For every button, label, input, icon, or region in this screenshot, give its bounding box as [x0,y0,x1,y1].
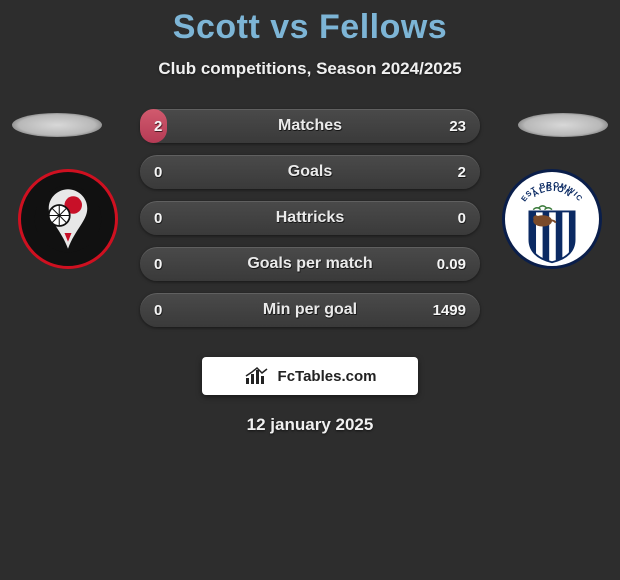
brand-card[interactable]: FcTables.com [202,357,418,395]
stat-right-value: 2 [458,164,466,181]
stat-right-value: 0.09 [437,256,466,273]
stat-right-value: 1499 [433,302,466,319]
page-title: Scott vs Fellows [0,0,620,47]
date: 12 january 2025 [0,415,620,435]
stat-label: Matches [140,117,480,135]
stat-right-value: 0 [458,210,466,227]
stat-row-goals-per-match: 0 Goals per match 0.09 [140,247,480,281]
bournemouth-crest-icon [33,184,103,254]
club-logo-right: EST BROMWIC ALBION [502,169,602,269]
stat-label: Hattricks [140,209,480,227]
player1-name: Scott [173,8,261,46]
stat-label: Goals [140,163,480,181]
club-logo-left [18,169,118,269]
stat-row-matches: 2 Matches 23 [140,109,480,143]
west-brom-crest-icon: EST BROMWIC ALBION [505,169,599,269]
stat-label: Goals per match [140,255,480,273]
stat-row-hattricks: 0 Hattricks 0 [140,201,480,235]
brand-text: FcTables.com [278,368,377,385]
stat-row-goals: 0 Goals 2 [140,155,480,189]
shadow-left [12,113,102,137]
stat-label: Min per goal [140,301,480,319]
vs-text: vs [270,8,309,46]
content-area: EST BROMWIC ALBION [0,109,620,339]
stat-right-value: 23 [449,118,466,135]
player2-name: Fellows [319,8,447,46]
stats-panel: 2 Matches 23 0 Goals 2 0 Hattricks 0 [140,109,480,339]
comparison-card: Scott vs Fellows Club competitions, Seas… [0,0,620,580]
bar-chart-icon [244,366,270,386]
stat-row-min-per-goal: 0 Min per goal 1499 [140,293,480,327]
shadow-right [518,113,608,137]
subtitle: Club competitions, Season 2024/2025 [0,59,620,79]
